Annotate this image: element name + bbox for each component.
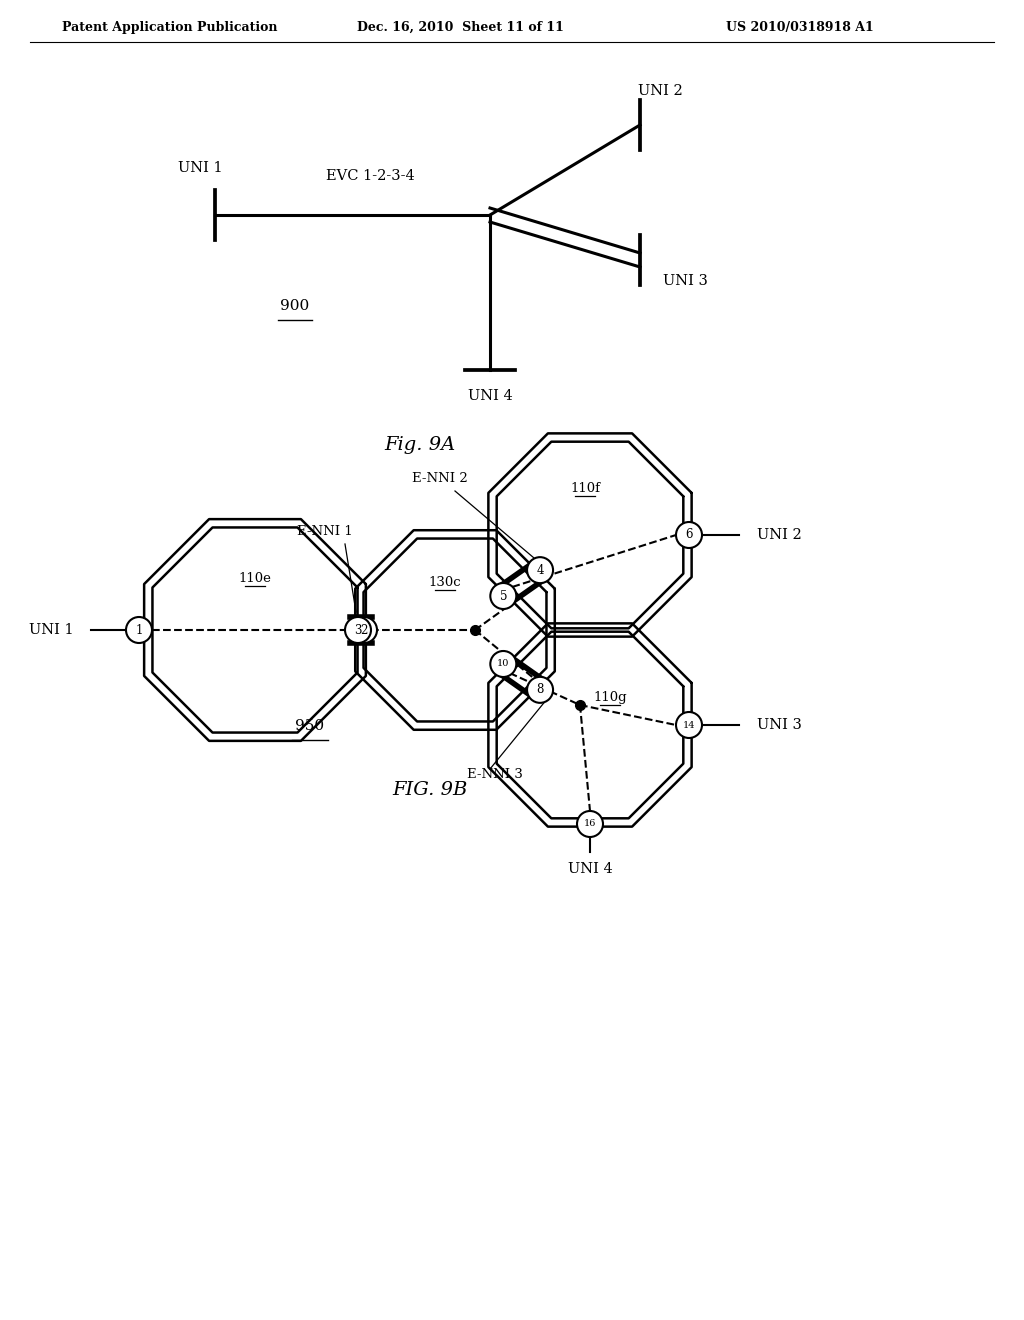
Text: 1: 1 xyxy=(135,623,142,636)
Text: 6: 6 xyxy=(685,528,693,541)
Text: Fig. 9A: Fig. 9A xyxy=(384,436,456,454)
Circle shape xyxy=(351,616,377,643)
Text: Patent Application Publication: Patent Application Publication xyxy=(62,21,278,33)
Text: UNI 2: UNI 2 xyxy=(638,84,682,98)
Circle shape xyxy=(527,677,553,702)
Text: EVC 1-2-3-4: EVC 1-2-3-4 xyxy=(326,169,415,183)
Text: 3: 3 xyxy=(354,623,361,636)
Text: UNI 1: UNI 1 xyxy=(178,161,222,176)
Circle shape xyxy=(345,616,371,643)
Text: UNI 1: UNI 1 xyxy=(30,623,74,638)
Circle shape xyxy=(577,810,603,837)
Text: E-NNI 3: E-NNI 3 xyxy=(467,768,523,781)
Text: UNI 3: UNI 3 xyxy=(757,718,802,733)
Text: 10: 10 xyxy=(497,660,510,668)
Text: 14: 14 xyxy=(683,721,695,730)
Circle shape xyxy=(527,557,553,583)
Text: 8: 8 xyxy=(537,684,544,697)
Text: UNI 2: UNI 2 xyxy=(757,528,802,543)
Text: 4: 4 xyxy=(537,564,544,577)
Text: 5: 5 xyxy=(500,590,507,602)
Text: UNI 4: UNI 4 xyxy=(567,862,612,876)
Text: UNI 4: UNI 4 xyxy=(468,389,512,403)
Text: 110e: 110e xyxy=(239,572,271,585)
Text: 2: 2 xyxy=(360,623,368,636)
Circle shape xyxy=(676,711,702,738)
Text: 950: 950 xyxy=(296,719,325,733)
Text: E-NNI 2: E-NNI 2 xyxy=(412,473,468,484)
Text: US 2010/0318918 A1: US 2010/0318918 A1 xyxy=(726,21,873,33)
Text: 110g: 110g xyxy=(593,690,627,704)
Text: FIG. 9B: FIG. 9B xyxy=(392,781,468,799)
Circle shape xyxy=(676,521,702,548)
Text: 900: 900 xyxy=(281,300,309,313)
Circle shape xyxy=(126,616,152,643)
Circle shape xyxy=(490,583,516,609)
Text: UNI 3: UNI 3 xyxy=(663,275,708,288)
Text: 130c: 130c xyxy=(429,576,462,589)
Text: Dec. 16, 2010  Sheet 11 of 11: Dec. 16, 2010 Sheet 11 of 11 xyxy=(356,21,563,33)
Text: 110f: 110f xyxy=(570,482,600,495)
Text: 16: 16 xyxy=(584,820,596,829)
Circle shape xyxy=(490,651,516,677)
Text: E-NNI 1: E-NNI 1 xyxy=(297,525,353,539)
